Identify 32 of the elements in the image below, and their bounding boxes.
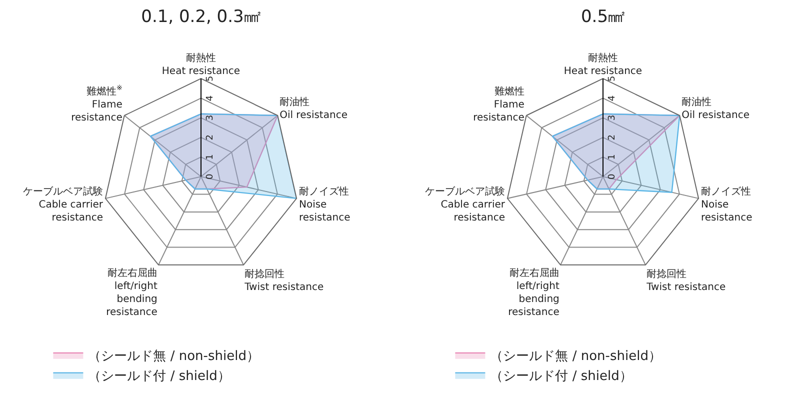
spoke-label: 難燃性$^{※}$ Flame resistance (71, 84, 123, 124)
spoke-label: 耐ノイズ性 Noise resistance (700, 186, 752, 224)
spoke-label: 耐熱性 Heat resistance (162, 52, 240, 78)
legend-label: （シールド付 / shield） (490, 368, 632, 384)
spoke-label: 耐ノイズ性 Noise resistance (298, 186, 350, 224)
y-tick-label: 5 (607, 76, 618, 82)
spoke-label: ケーブルベア試験 Cable carrier resistance (425, 186, 506, 224)
legend-label: （シールド無 / non-shield） (88, 348, 260, 364)
legend-label: （シールド付 / shield） (88, 368, 230, 384)
y-tick-label: 5 (205, 76, 216, 82)
legend-label: （シールド無 / non-shield） (490, 348, 662, 364)
y-tick-label: 3 (607, 114, 618, 121)
chart-title: 0.1, 0.2, 0.3㎟ (141, 6, 261, 27)
y-tick-label: 0 (607, 173, 618, 180)
y-tick-label: 2 (607, 134, 618, 140)
chart-title: 0.5㎟ (580, 6, 626, 27)
y-tick-label: 1 (205, 154, 216, 160)
spoke-label: 耐油性 Oil resistance (280, 96, 348, 121)
y-tick-label: 4 (205, 95, 216, 102)
spoke-label: 耐左右屈曲 left/right bending resistance (106, 266, 158, 318)
y-tick-label: 4 (607, 95, 618, 102)
y-tick-label: 1 (607, 154, 618, 160)
spoke-label: 耐捻回性 Twist resistance (244, 268, 324, 294)
y-tick-label: 0 (205, 173, 216, 180)
spoke-label: 耐油性 Oil resistance (682, 96, 750, 121)
spoke-label: 難燃性 Flame resistance (473, 85, 524, 124)
spoke-label: 耐捻回性 Twist resistance (646, 268, 726, 294)
y-tick-label: 3 (205, 114, 216, 121)
spoke-label: 耐左右屈曲 left/right bending resistance (508, 266, 560, 318)
spoke-label: ケーブルベア試験 Cable carrier resistance (23, 186, 104, 224)
spoke-label: 耐熱性 Heat resistance (564, 52, 642, 78)
y-tick-label: 2 (205, 134, 216, 140)
